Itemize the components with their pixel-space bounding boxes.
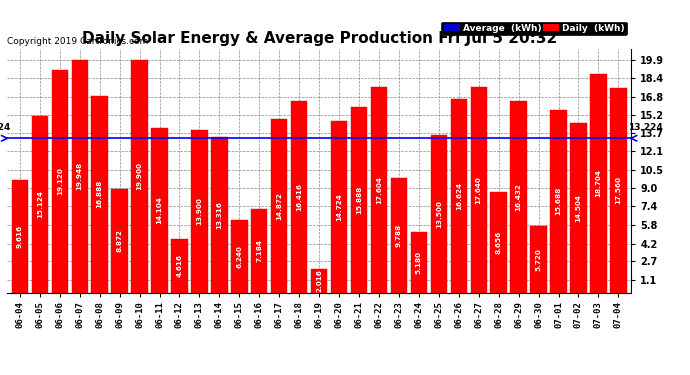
Text: 14.504: 14.504 xyxy=(575,194,582,222)
Text: 16.416: 16.416 xyxy=(296,183,302,211)
Bar xyxy=(291,101,307,292)
Text: 17.604: 17.604 xyxy=(376,176,382,204)
Bar xyxy=(551,110,566,292)
Text: 14.104: 14.104 xyxy=(157,196,163,224)
Bar xyxy=(311,269,327,292)
Bar xyxy=(72,60,88,292)
Bar xyxy=(52,69,68,292)
Bar xyxy=(431,135,447,292)
Text: Copyright 2019 Cartronics.com: Copyright 2019 Cartronics.com xyxy=(7,38,148,46)
Text: 17.560: 17.560 xyxy=(615,176,622,204)
Bar xyxy=(590,74,607,292)
Bar xyxy=(171,238,188,292)
Text: 9.788: 9.788 xyxy=(396,224,402,247)
Text: 5.180: 5.180 xyxy=(416,251,422,274)
Bar xyxy=(12,180,28,292)
Legend: Average  (kWh), Daily  (kWh): Average (kWh), Daily (kWh) xyxy=(442,22,627,35)
Title: Daily Solar Energy & Average Production Fri Jul 5 20:32: Daily Solar Energy & Average Production … xyxy=(81,31,557,46)
Text: 8.656: 8.656 xyxy=(495,230,502,254)
Bar xyxy=(371,87,387,292)
Text: 16.432: 16.432 xyxy=(515,183,522,211)
Bar xyxy=(451,99,467,292)
Text: 5.720: 5.720 xyxy=(535,248,542,271)
Text: 13.900: 13.900 xyxy=(197,198,202,225)
Bar xyxy=(271,119,288,292)
Bar xyxy=(511,101,526,292)
Bar xyxy=(351,107,367,292)
Text: 19.900: 19.900 xyxy=(137,162,143,190)
Bar xyxy=(112,189,128,292)
Text: 15.124: 15.124 xyxy=(37,190,43,218)
Text: 15.688: 15.688 xyxy=(555,187,562,215)
Text: 17.640: 17.640 xyxy=(475,176,482,204)
Bar xyxy=(571,123,586,292)
Bar xyxy=(471,87,487,292)
Bar xyxy=(491,192,507,292)
Text: 13.316: 13.316 xyxy=(217,201,222,229)
Text: ← 13.224: ← 13.224 xyxy=(0,123,10,132)
Bar xyxy=(92,96,108,292)
Text: 16.888: 16.888 xyxy=(97,180,103,208)
Text: 4.616: 4.616 xyxy=(177,254,182,277)
Bar xyxy=(251,209,268,292)
Bar xyxy=(531,226,546,292)
Bar xyxy=(331,121,347,292)
Text: 19.948: 19.948 xyxy=(77,162,83,190)
Text: 9.616: 9.616 xyxy=(17,225,23,248)
Text: 14.724: 14.724 xyxy=(336,193,342,220)
Bar xyxy=(131,60,148,292)
Text: 15.888: 15.888 xyxy=(356,186,362,214)
Text: 14.872: 14.872 xyxy=(276,192,282,220)
Text: 13.500: 13.500 xyxy=(436,200,442,228)
Bar xyxy=(151,128,168,292)
Bar xyxy=(32,116,48,292)
Bar xyxy=(391,178,407,292)
Text: 6.240: 6.240 xyxy=(236,244,242,267)
Bar xyxy=(191,130,208,292)
Bar xyxy=(411,232,427,292)
Text: 2.016: 2.016 xyxy=(316,269,322,292)
Bar xyxy=(231,220,248,292)
Bar xyxy=(610,88,627,292)
Text: 8.872: 8.872 xyxy=(117,229,123,252)
Text: 19.120: 19.120 xyxy=(57,167,63,195)
Text: 13.224: 13.224 xyxy=(628,123,662,132)
Bar xyxy=(211,137,228,292)
Text: 7.184: 7.184 xyxy=(256,239,262,262)
Text: 16.624: 16.624 xyxy=(456,182,462,210)
Text: 18.704: 18.704 xyxy=(595,170,602,197)
